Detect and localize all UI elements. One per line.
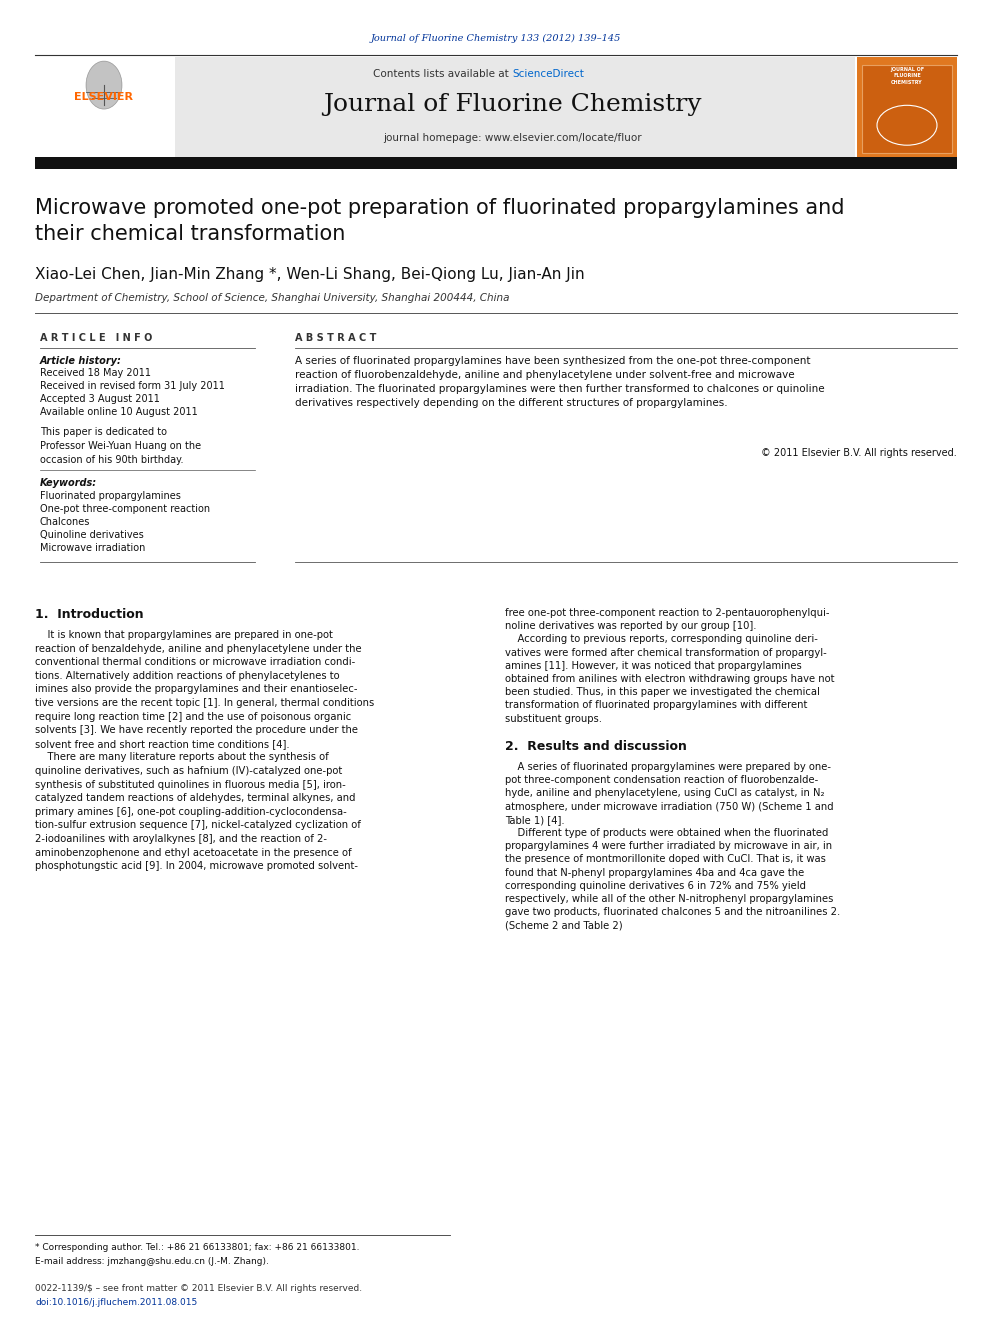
Text: Different type of products were obtained when the fluorinated: Different type of products were obtained…: [505, 828, 828, 837]
Text: E-mail address: jmzhang@shu.edu.cn (J.-M. Zhang).: E-mail address: jmzhang@shu.edu.cn (J.-M…: [35, 1257, 269, 1266]
Text: A series of fluorinated propargylamines have been synthesized from the one-pot t: A series of fluorinated propargylamines …: [295, 356, 824, 407]
Text: According to previous reports, corresponding quinoline deri-: According to previous reports, correspon…: [505, 635, 817, 644]
Text: Accepted 3 August 2011: Accepted 3 August 2011: [40, 394, 160, 404]
Text: ScienceDirect: ScienceDirect: [512, 69, 584, 79]
Text: noline derivatives was reported by our group [10].: noline derivatives was reported by our g…: [505, 622, 757, 631]
Text: Available online 10 August 2011: Available online 10 August 2011: [40, 407, 197, 417]
Text: One-pot three-component reaction: One-pot three-component reaction: [40, 504, 210, 515]
Text: Department of Chemistry, School of Science, Shanghai University, Shanghai 200444: Department of Chemistry, School of Scien…: [35, 292, 510, 303]
Text: Microwave promoted one-pot preparation of fluorinated propargylamines and
their : Microwave promoted one-pot preparation o…: [35, 198, 844, 245]
Text: It is known that propargylamines are prepared in one-pot
reaction of benzaldehyd: It is known that propargylamines are pre…: [35, 630, 374, 872]
Text: Chalcones: Chalcones: [40, 517, 90, 527]
Text: A R T I C L E   I N F O: A R T I C L E I N F O: [40, 333, 153, 343]
Text: Contents lists available at: Contents lists available at: [373, 69, 512, 79]
Text: Received in revised form 31 July 2011: Received in revised form 31 July 2011: [40, 381, 225, 392]
Text: Journal of Fluorine Chemistry 133 (2012) 139–145: Journal of Fluorine Chemistry 133 (2012)…: [371, 33, 621, 42]
Text: vatives were formed after chemical transformation of propargyl-: vatives were formed after chemical trans…: [505, 647, 826, 658]
Text: found that N-phenyl propargylamines 4ba and 4ca gave the: found that N-phenyl propargylamines 4ba …: [505, 868, 805, 877]
Text: amines [11]. However, it was noticed that propargylamines: amines [11]. However, it was noticed tha…: [505, 660, 802, 671]
Text: transformation of fluorinated propargylamines with different: transformation of fluorinated propargyla…: [505, 700, 807, 710]
Text: Fluorinated propargylamines: Fluorinated propargylamines: [40, 491, 181, 501]
Bar: [862, 65, 952, 153]
Text: substituent groups.: substituent groups.: [505, 713, 602, 724]
Text: corresponding quinoline derivatives 6 in 72% and 75% yield: corresponding quinoline derivatives 6 in…: [505, 881, 806, 890]
Text: A B S T R A C T: A B S T R A C T: [295, 333, 376, 343]
Text: free one-pot three-component reaction to 2-pentauorophenylqui-: free one-pot three-component reaction to…: [505, 609, 829, 618]
Text: 1.  Introduction: 1. Introduction: [35, 609, 144, 620]
Text: (Scheme 2 and Table 2): (Scheme 2 and Table 2): [505, 921, 623, 930]
Text: Received 18 May 2011: Received 18 May 2011: [40, 368, 151, 378]
Text: pot three-component condensation reaction of fluorobenzalde-: pot three-component condensation reactio…: [505, 775, 818, 785]
Text: ELSEVIER: ELSEVIER: [74, 91, 134, 102]
Text: Keywords:: Keywords:: [40, 478, 97, 488]
Bar: [35, 57, 173, 161]
Text: * Corresponding author. Tel.: +86 21 66133801; fax: +86 21 66133801.: * Corresponding author. Tel.: +86 21 661…: [35, 1244, 359, 1252]
Text: Article history:: Article history:: [40, 356, 122, 366]
Text: 2.  Results and discussion: 2. Results and discussion: [505, 740, 686, 753]
Bar: [175, 57, 855, 161]
Text: Journal of Fluorine Chemistry: Journal of Fluorine Chemistry: [322, 93, 701, 115]
Text: atmosphere, under microwave irradiation (750 W) (Scheme 1 and: atmosphere, under microwave irradiation …: [505, 802, 833, 811]
Text: gave two products, fluorinated chalcones 5 and the nitroanilines 2.: gave two products, fluorinated chalcones…: [505, 908, 840, 917]
Text: obtained from anilines with electron withdrawing groups have not: obtained from anilines with electron wit…: [505, 673, 834, 684]
Text: doi:10.1016/j.jfluchem.2011.08.015: doi:10.1016/j.jfluchem.2011.08.015: [35, 1298, 197, 1307]
Text: 0022-1139/$ – see front matter © 2011 Elsevier B.V. All rights reserved.: 0022-1139/$ – see front matter © 2011 El…: [35, 1285, 362, 1293]
Text: hyde, aniline and phenylacetylene, using CuCl as catalyst, in N₂: hyde, aniline and phenylacetylene, using…: [505, 789, 824, 798]
Text: This paper is dedicated to
Professor Wei-Yuan Huang on the
occasion of his 90th : This paper is dedicated to Professor Wei…: [40, 427, 201, 464]
Text: Xiao-Lei Chen, Jian-Min Zhang *, Wen-Li Shang, Bei-Qiong Lu, Jian-An Jin: Xiao-Lei Chen, Jian-Min Zhang *, Wen-Li …: [35, 267, 584, 282]
Text: the presence of montmorillonite doped with CuCl. That is, it was: the presence of montmorillonite doped wi…: [505, 855, 826, 864]
Text: Microwave irradiation: Microwave irradiation: [40, 542, 146, 553]
Text: propargylamines 4 were further irradiated by microwave in air, in: propargylamines 4 were further irradiate…: [505, 841, 832, 851]
Bar: [35, 157, 957, 169]
Circle shape: [86, 61, 122, 108]
Bar: [857, 57, 957, 161]
Text: journal homepage: www.elsevier.com/locate/fluor: journal homepage: www.elsevier.com/locat…: [383, 134, 641, 143]
Text: A series of fluorinated propargylamines were prepared by one-: A series of fluorinated propargylamines …: [505, 762, 831, 773]
Text: Table 1) [4].: Table 1) [4].: [505, 815, 564, 824]
Text: JOURNAL OF
FLUORINE
CHEMISTRY: JOURNAL OF FLUORINE CHEMISTRY: [890, 67, 925, 85]
Text: been studied. Thus, in this paper we investigated the chemical: been studied. Thus, in this paper we inv…: [505, 687, 819, 697]
Text: Quinoline derivatives: Quinoline derivatives: [40, 531, 144, 540]
Text: respectively, while all of the other N-nitrophenyl propargylamines: respectively, while all of the other N-n…: [505, 894, 833, 904]
Text: © 2011 Elsevier B.V. All rights reserved.: © 2011 Elsevier B.V. All rights reserved…: [761, 448, 957, 458]
